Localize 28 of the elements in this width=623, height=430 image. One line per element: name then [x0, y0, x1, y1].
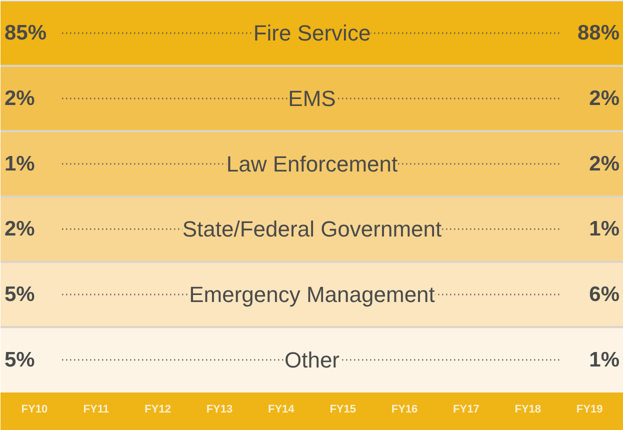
- data-label: 88%: [577, 22, 620, 45]
- series-label: EMS: [288, 86, 336, 111]
- category-label: FY19: [576, 404, 603, 416]
- category-label: FY14: [268, 404, 296, 416]
- category-label: FY17: [453, 404, 480, 416]
- data-label: 5%: [4, 348, 36, 372]
- category-label: FY12: [144, 404, 171, 416]
- data-label: 1%: [589, 218, 620, 241]
- data-label: 1%: [589, 348, 620, 372]
- series-label: Other: [284, 347, 340, 372]
- data-label: 1%: [4, 152, 36, 176]
- data-label: 2%: [589, 152, 620, 176]
- data-label: 6%: [589, 283, 620, 306]
- category-label: FY16: [391, 404, 418, 416]
- category-label: FY18: [514, 404, 542, 416]
- data-label: 5%: [4, 283, 36, 306]
- category-label: FY10: [21, 404, 48, 416]
- category-label: FY15: [330, 404, 356, 416]
- category-label: FY13: [206, 404, 233, 416]
- data-label: 85%: [4, 22, 47, 45]
- series-label: Law Enforcement: [226, 151, 398, 176]
- series-label: State/Federal Government: [182, 216, 442, 242]
- series-label: Emergency Management: [189, 282, 435, 307]
- series-label: Fire Service: [253, 20, 371, 46]
- category-label: FY11: [83, 404, 109, 416]
- data-label: 2%: [589, 87, 620, 110]
- data-label: 2%: [4, 218, 36, 241]
- data-label: 2%: [4, 87, 36, 110]
